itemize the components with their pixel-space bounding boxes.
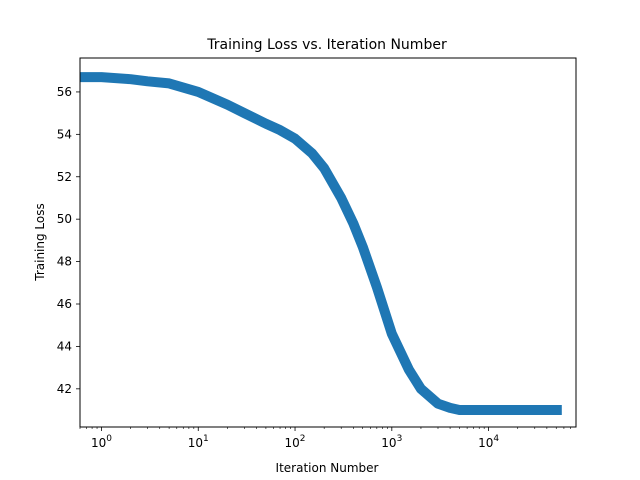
y-tick-label: 44: [57, 339, 72, 353]
x-axis-label: Iteration Number: [276, 461, 379, 475]
y-tick-label: 46: [57, 297, 72, 311]
y-tick-label: 56: [57, 85, 72, 99]
y-tick-label: 52: [57, 170, 72, 184]
y-tick-label: 54: [57, 127, 72, 141]
chart-title: Training Loss vs. Iteration Number: [206, 37, 447, 53]
axes-frame: [79, 57, 577, 428]
x-tick-label: 101: [188, 434, 209, 450]
x-tick-label: 100: [91, 434, 112, 450]
y-axis: 42 44 46 48 50 52 54 56: [57, 85, 80, 396]
y-tick-label: 50: [57, 212, 72, 226]
y-axis-label: Training Loss: [33, 203, 47, 281]
plot-area: [80, 72, 562, 415]
x-tick-label: 102: [285, 434, 306, 450]
y-tick-label: 48: [57, 255, 72, 269]
loss-series-line: [80, 72, 562, 415]
x-tick-label: 104: [478, 434, 499, 450]
x-axis: 100 101 102 103 104: [79, 427, 571, 450]
x-tick-label: 103: [381, 434, 402, 450]
y-tick-label: 42: [57, 382, 72, 396]
